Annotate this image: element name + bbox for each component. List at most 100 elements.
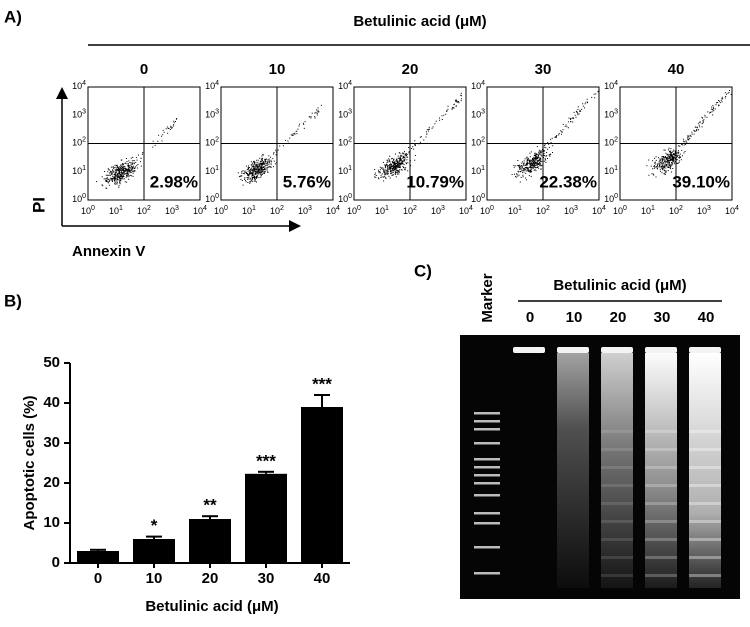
tick-label: 103 [697, 205, 711, 217]
tick-base: 10 [471, 138, 481, 148]
tick-base: 10 [697, 206, 707, 216]
tick-exp: 2 [147, 205, 151, 212]
ladder-band [689, 538, 721, 541]
tick-base: 10 [205, 110, 215, 120]
tick-label: 104 [725, 205, 739, 217]
tick-label: 101 [338, 165, 352, 177]
event-dots [96, 118, 178, 189]
plot-title: 30 [535, 61, 552, 78]
ladder-band [689, 448, 721, 451]
lane-label: 30 [654, 309, 671, 326]
tick-exp: 1 [82, 165, 86, 172]
tick-exp: 2 [348, 136, 352, 143]
tick-base: 10 [242, 206, 252, 216]
well-band [645, 347, 677, 353]
marker-band [474, 474, 500, 477]
tick-base: 10 [338, 194, 348, 204]
ladder-band [645, 448, 677, 451]
ladder-band [645, 556, 677, 559]
tick-exp: 0 [614, 193, 618, 200]
marker-band [474, 546, 500, 549]
tick-base: 10 [72, 166, 82, 176]
ladder-band [601, 484, 633, 487]
tick-base: 10 [536, 206, 546, 216]
marker-band [474, 442, 500, 445]
marker-band [474, 512, 500, 515]
tick-base: 10 [326, 206, 336, 216]
ladder-band [645, 502, 677, 505]
ladder-band [601, 448, 633, 451]
panel-label: C) [414, 261, 432, 280]
tick-exp: 2 [546, 205, 550, 212]
tick-label: 103 [431, 205, 445, 217]
tick-label: 103 [604, 108, 618, 120]
gel-title: Betulinic acid (μM) [553, 277, 686, 294]
axis-label: PI [29, 197, 48, 213]
tick-base: 10 [564, 206, 574, 216]
tick-base: 10 [205, 194, 215, 204]
bar [133, 539, 175, 563]
marker-band [474, 482, 500, 485]
tick-label: 102 [471, 136, 485, 148]
tick-exp: 2 [215, 136, 219, 143]
tick-label: 102 [669, 205, 683, 217]
tick-base: 10 [338, 110, 348, 120]
tick-exp: 0 [623, 205, 627, 212]
tick-base: 10 [471, 194, 481, 204]
tick-label: 101 [641, 205, 655, 217]
tick-base: 10 [347, 206, 357, 216]
marker-band [474, 458, 500, 461]
tick-exp: 3 [308, 205, 312, 212]
tick-base: 10 [165, 206, 175, 216]
tick-label: 100 [214, 205, 228, 217]
smear [557, 353, 589, 588]
ladder-band [689, 574, 721, 577]
axis-label: Annexin V [72, 243, 145, 260]
tick-label: 102 [604, 136, 618, 148]
tick-label: 102 [338, 136, 352, 148]
tick-exp: 0 [91, 205, 95, 212]
lane-label: 10 [566, 309, 583, 326]
significance: *** [312, 374, 332, 393]
tick-base: 10 [72, 110, 82, 120]
tick-label: 100 [480, 205, 494, 217]
event-dots [374, 92, 462, 182]
tick-label: 104 [205, 80, 219, 92]
ladder-band [689, 502, 721, 505]
well-band [601, 347, 633, 353]
well-band [513, 347, 545, 353]
plot-title: 40 [668, 61, 685, 78]
smear [601, 353, 633, 588]
tick-exp: 2 [413, 205, 417, 212]
x-tick-label: 20 [202, 570, 219, 587]
x-axis-label: Betulinic acid (μM) [145, 598, 278, 615]
percent-label: 39.10% [672, 172, 730, 191]
tick-label: 100 [205, 193, 219, 205]
tick-exp: 1 [215, 165, 219, 172]
tick-exp: 3 [481, 108, 485, 115]
smear [689, 353, 721, 588]
y-axis-label: Apoptotic cells (%) [21, 395, 38, 530]
tick-exp: 4 [614, 80, 618, 87]
tick-label: 103 [564, 205, 578, 217]
percent-label: 22.38% [539, 172, 597, 191]
tick-base: 10 [298, 206, 308, 216]
tick-label: 102 [536, 205, 550, 217]
tick-base: 10 [214, 206, 224, 216]
tick-exp: 4 [469, 205, 473, 212]
tick-label: 101 [72, 165, 86, 177]
significance: * [151, 516, 158, 535]
tick-base: 10 [205, 81, 215, 91]
tick-base: 10 [480, 206, 490, 216]
percent-label: 5.76% [283, 172, 331, 191]
tick-label: 104 [72, 80, 86, 92]
significance: *** [256, 451, 276, 470]
ladder-band [601, 538, 633, 541]
tick-base: 10 [431, 206, 441, 216]
tick-exp: 4 [602, 205, 606, 212]
tick-base: 10 [72, 81, 82, 91]
tick-exp: 3 [348, 108, 352, 115]
event-dots [511, 90, 599, 183]
bar [189, 519, 231, 563]
plot-title: 20 [402, 61, 419, 78]
